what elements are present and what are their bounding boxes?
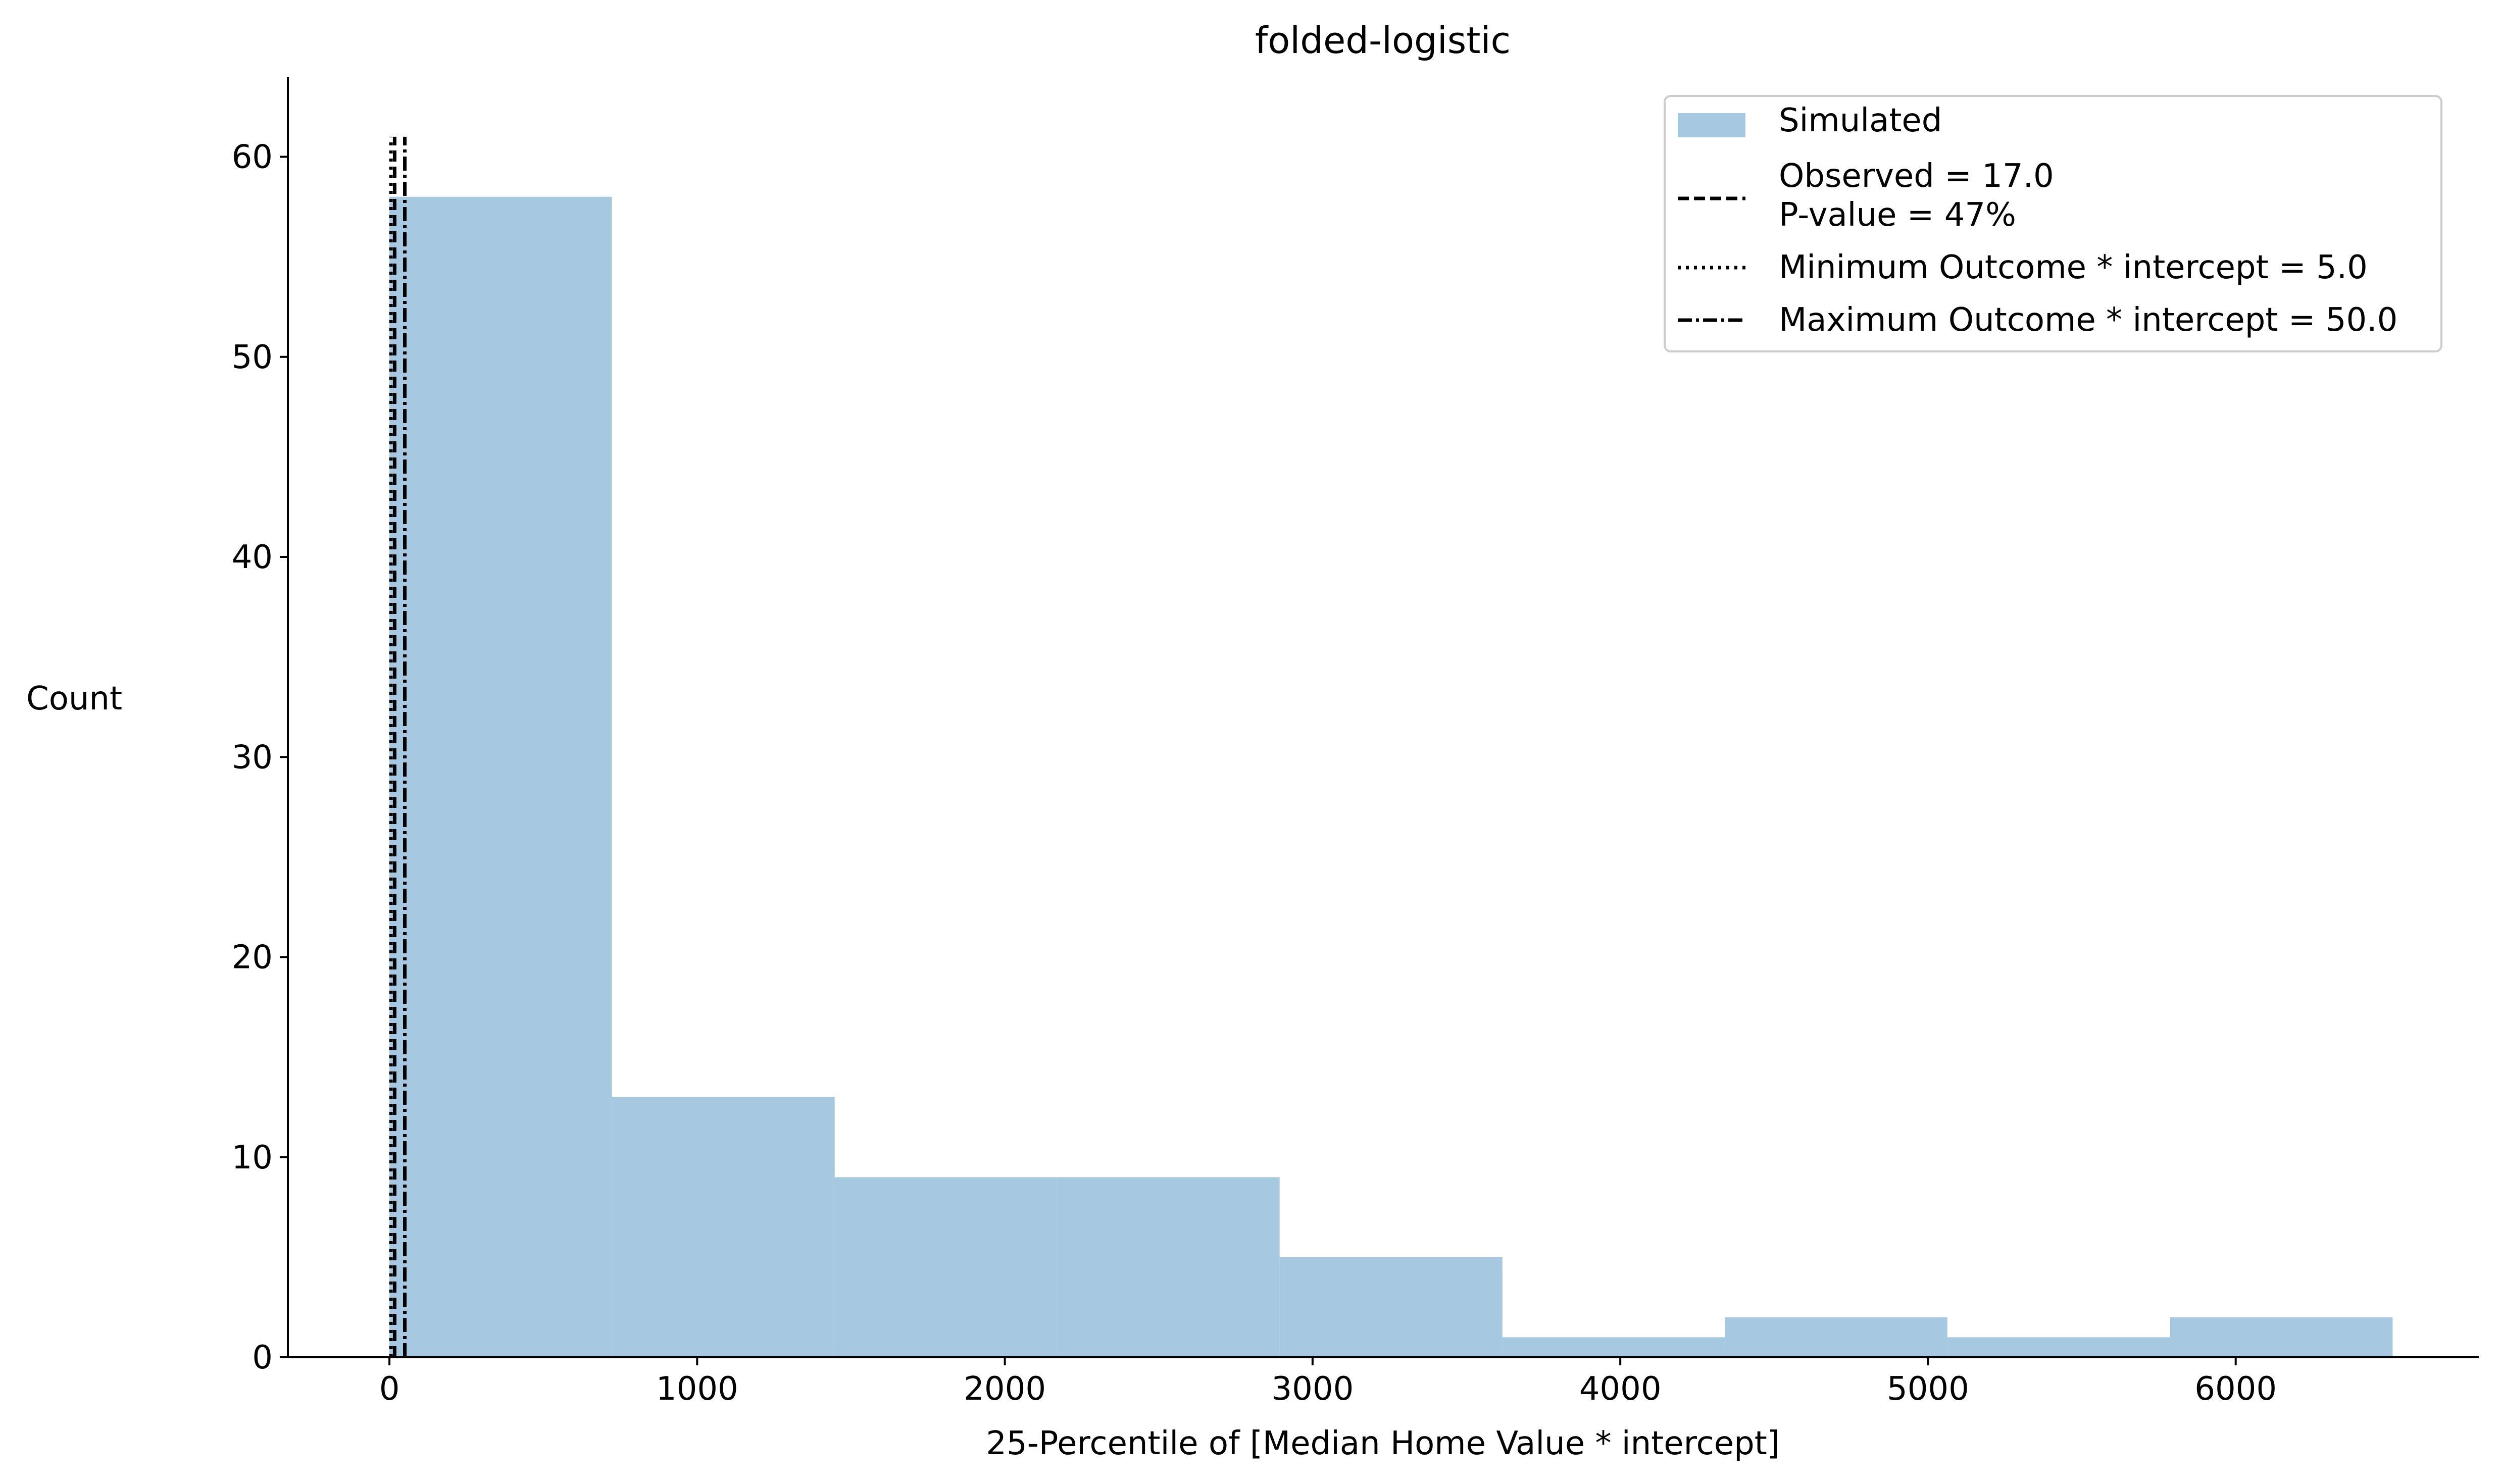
- x-tick-label: 1000: [656, 1370, 738, 1408]
- histogram-bar: [2170, 1317, 2393, 1357]
- histogram-bar: [1279, 1257, 1503, 1357]
- x-tick-label: 4000: [1579, 1370, 1662, 1408]
- histogram-bar: [1502, 1337, 1725, 1357]
- histogram-bar: [389, 196, 612, 1357]
- y-tick-label: 30: [232, 739, 273, 776]
- chart-title: folded-logistic: [1255, 19, 1511, 62]
- y-tick-label: 40: [232, 539, 273, 576]
- reference-lines: [389, 136, 407, 1357]
- histogram-bar: [612, 1097, 835, 1357]
- x-tick-label: 2000: [964, 1370, 1046, 1408]
- legend-swatch: [1678, 113, 1745, 137]
- y-axis-label: Count: [26, 680, 122, 718]
- y-axis-ticks: 0 10 20 30 40 50 60: [232, 139, 288, 1376]
- legend-label: Observed = 17.0: [1779, 158, 2054, 195]
- x-tick-label: 3000: [1271, 1370, 1354, 1408]
- legend-item: Simulated: [1678, 102, 1942, 139]
- x-tick-label: 0: [379, 1370, 400, 1408]
- legend-item: Minimum Outcome * intercept = 5.0: [1678, 249, 2368, 286]
- legend-label: Simulated: [1779, 102, 1942, 139]
- histogram-bars: [389, 196, 2393, 1357]
- y-tick-label: 10: [232, 1139, 273, 1176]
- legend-frame: [1664, 95, 2442, 352]
- y-tick-label: 50: [232, 339, 273, 376]
- legend-item: Maximum Outcome * intercept = 50.0: [1678, 301, 2397, 339]
- legend-label: Maximum Outcome * intercept = 50.0: [1779, 301, 2397, 339]
- legend-item: Observed = 17.0P-value = 47%: [1678, 158, 2054, 234]
- x-axis-ticks: 0 1000 2000 3000 4000 5000 6000: [379, 1357, 2277, 1408]
- x-tick-label: 5000: [1887, 1370, 1969, 1408]
- x-axis-label: 25-Percentile of [Median Home Value * in…: [986, 1425, 1780, 1462]
- legend: Simulated Observed = 17.0P-value = 47% Min…: [1664, 95, 2442, 352]
- y-tick-label: 0: [252, 1339, 273, 1376]
- histogram-bar: [1725, 1317, 1947, 1357]
- x-tick-label: 6000: [2194, 1370, 2277, 1408]
- histogram-bar: [834, 1177, 1058, 1357]
- y-tick-label: 20: [232, 939, 273, 977]
- histogram-bar: [1947, 1337, 2170, 1357]
- histogram-bar: [1057, 1177, 1280, 1357]
- legend-label: Minimum Outcome * intercept = 5.0: [1779, 249, 2368, 286]
- legend-label: P-value = 47%: [1779, 196, 2016, 234]
- y-tick-label: 60: [232, 139, 273, 176]
